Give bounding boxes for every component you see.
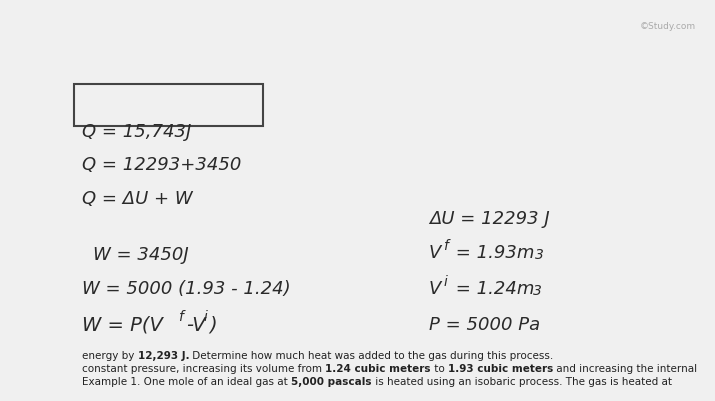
Text: 1.93 cubic meters: 1.93 cubic meters — [448, 363, 553, 373]
Text: i: i — [204, 310, 207, 324]
Text: constant pressure, increasing its volume from: constant pressure, increasing its volume… — [82, 363, 325, 373]
Text: W = 5000 (1.93 - 1.24): W = 5000 (1.93 - 1.24) — [82, 279, 291, 298]
Text: W = 3450J: W = 3450J — [93, 245, 189, 263]
Text: Example 1. One mole of an ideal gas at: Example 1. One mole of an ideal gas at — [82, 376, 291, 386]
Text: 1.24 cubic meters: 1.24 cubic meters — [325, 363, 431, 373]
Text: f: f — [178, 310, 183, 324]
Text: P = 5000 Pa: P = 5000 Pa — [429, 315, 540, 333]
Text: f: f — [443, 238, 448, 252]
Text: 12,293 J.: 12,293 J. — [138, 350, 189, 360]
Text: Q = 15,743J: Q = 15,743J — [82, 122, 192, 140]
Text: ): ) — [209, 315, 217, 334]
Text: 5,000 pascals: 5,000 pascals — [291, 376, 372, 386]
Text: i: i — [443, 274, 447, 288]
Text: Q = ΔU + W: Q = ΔU + W — [82, 189, 193, 207]
Text: V: V — [429, 279, 441, 298]
Text: W = P(V: W = P(V — [82, 315, 163, 334]
Text: = 1.24m: = 1.24m — [450, 279, 535, 298]
Text: 3: 3 — [535, 247, 543, 261]
Text: -V: -V — [187, 315, 206, 334]
Text: ΔU = 12293 J: ΔU = 12293 J — [429, 209, 550, 227]
Text: = 1.93m: = 1.93m — [450, 243, 535, 261]
Text: Determine how much heat was added to the gas during this process.: Determine how much heat was added to the… — [189, 350, 553, 360]
Text: and increasing the internal: and increasing the internal — [553, 363, 697, 373]
Text: is heated using an isobaric process. The gas is heated at: is heated using an isobaric process. The… — [372, 376, 671, 386]
Text: energy by: energy by — [82, 350, 138, 360]
Text: V: V — [429, 243, 441, 261]
Text: 3: 3 — [533, 284, 542, 298]
Text: to: to — [431, 363, 448, 373]
Text: Q = 12293+3450: Q = 12293+3450 — [82, 155, 242, 173]
Text: ©Study.com: ©Study.com — [640, 22, 696, 31]
